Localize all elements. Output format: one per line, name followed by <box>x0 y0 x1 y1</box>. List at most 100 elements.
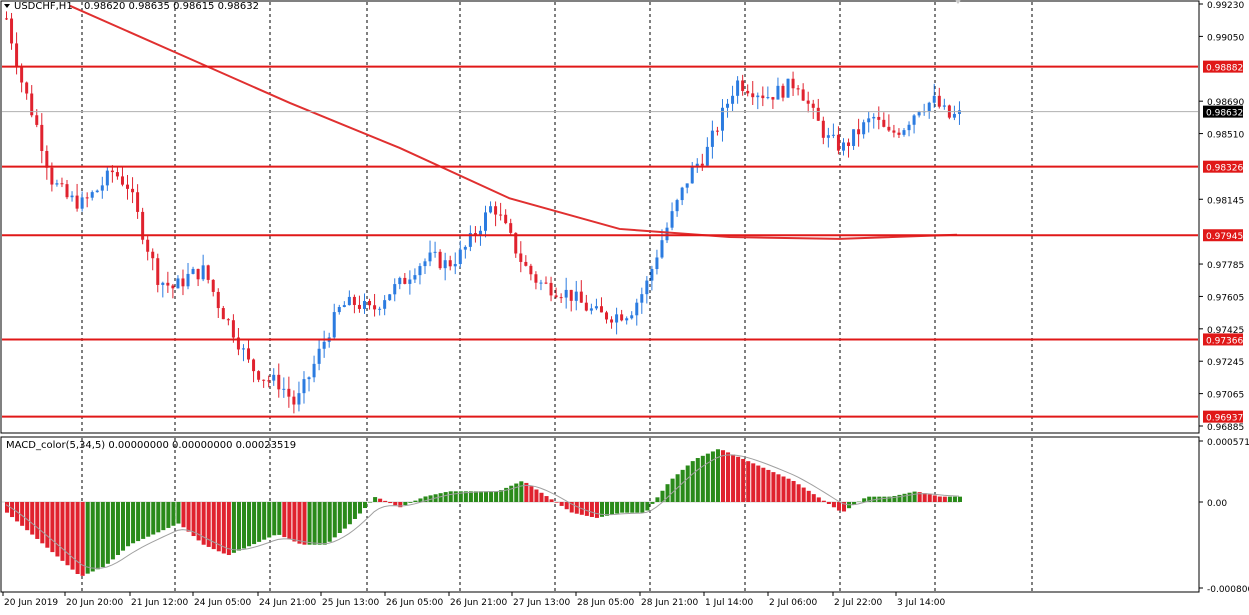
x-tick-label: 26 Jun 05:00 <box>386 598 443 608</box>
level-price-label: 0.97945 <box>1206 232 1243 242</box>
candle-body <box>887 127 890 131</box>
macd-bar <box>262 502 266 540</box>
macd-bar <box>449 491 453 502</box>
y-tick-label: 0.97245 <box>1207 358 1244 368</box>
macd-bar <box>595 502 599 518</box>
macd-bar <box>136 502 140 541</box>
macd-bar <box>787 479 791 502</box>
macd-bar <box>121 502 125 551</box>
candle-body <box>368 301 371 305</box>
macd-bar <box>781 476 785 501</box>
candle-body <box>650 269 653 281</box>
candle-body <box>40 125 43 151</box>
macd-bar <box>560 502 564 506</box>
x-tick-label: 20 Jun 2019 <box>4 598 58 608</box>
candle-body <box>489 206 492 212</box>
price-axis: 0.992300.990500.986900.985100.981450.977… <box>1199 1 1249 595</box>
macd-bar <box>671 479 675 502</box>
macd-bar <box>45 502 49 548</box>
x-tick-label: 28 Jun 21:00 <box>641 598 698 608</box>
macd-bar <box>338 502 342 533</box>
candle-body <box>867 118 870 122</box>
macd-bar <box>378 499 382 502</box>
macd-bar <box>156 502 160 532</box>
candle-body <box>101 185 104 190</box>
candle-body <box>640 294 643 303</box>
candle-body <box>323 342 326 349</box>
macd-bar <box>444 492 448 502</box>
macd-bar <box>131 502 135 543</box>
candle-body <box>797 88 800 89</box>
candle-body <box>358 305 361 309</box>
macd-bar <box>171 502 175 526</box>
macd-bar <box>66 502 70 565</box>
macd-bar <box>519 481 523 502</box>
candle-body <box>933 96 936 103</box>
macd-bar <box>776 474 780 502</box>
macd-bar <box>736 457 740 502</box>
macd-bar <box>192 502 196 536</box>
candle-body <box>832 135 835 136</box>
y-tick-label: 0.97605 <box>1207 293 1244 303</box>
symbol-label: USDCHF,H1 <box>14 1 73 12</box>
candle-body <box>176 278 179 288</box>
macd-bar <box>539 493 543 502</box>
candle-body <box>655 257 658 269</box>
candle-body <box>756 96 759 98</box>
candle-body <box>71 196 74 198</box>
macd-bar <box>146 502 150 537</box>
candle-body <box>918 112 921 116</box>
y-tick-label: 0.99230 <box>1207 1 1244 11</box>
macd-bar <box>534 489 538 501</box>
candle-body <box>570 290 573 301</box>
candle-body <box>247 348 250 359</box>
candle-body <box>156 258 159 285</box>
macd-bar <box>166 502 170 528</box>
candle-body <box>766 97 769 98</box>
macd-bar <box>348 502 352 524</box>
macd-bar <box>141 502 145 539</box>
macd-bar <box>943 497 947 502</box>
y-tick-label: 0.98145 <box>1207 196 1244 206</box>
y-tick-label: 0.97425 <box>1207 326 1244 336</box>
macd-bar <box>792 481 796 502</box>
candle-body <box>418 266 421 275</box>
macd-bar <box>590 502 594 517</box>
macd-bar <box>363 502 367 508</box>
candle-body <box>812 104 815 108</box>
macd-bar <box>383 501 387 502</box>
macd-bar <box>30 502 34 535</box>
candle-body <box>338 307 341 312</box>
candle-body <box>111 171 114 172</box>
candle-body <box>625 318 628 320</box>
macd-bar <box>313 502 317 545</box>
macd-bar <box>126 502 130 546</box>
macd-bar <box>101 502 105 567</box>
candle-body <box>827 135 830 138</box>
y-tick-label: 0.97065 <box>1207 391 1244 401</box>
candle-body <box>585 303 588 311</box>
macd-bar <box>55 502 59 556</box>
macd-bar <box>368 502 372 503</box>
candle-body <box>267 380 270 381</box>
macd-bar <box>832 502 836 507</box>
candle-body <box>877 117 880 120</box>
candle-body <box>10 19 13 44</box>
candle-body <box>459 250 462 264</box>
macd-bar <box>257 502 261 542</box>
macd-bar <box>545 496 549 502</box>
candle-body <box>388 294 391 300</box>
macd-bar <box>529 486 533 502</box>
candle-body <box>398 278 401 284</box>
candle-body <box>202 265 205 279</box>
candle-body <box>449 260 452 266</box>
macd-bar <box>96 502 100 569</box>
macd-bar <box>161 502 165 530</box>
candle-body <box>60 183 63 184</box>
macd-bar <box>807 491 811 502</box>
macd-bar <box>50 502 54 552</box>
candle-body <box>504 215 507 223</box>
candle-body <box>187 274 190 286</box>
